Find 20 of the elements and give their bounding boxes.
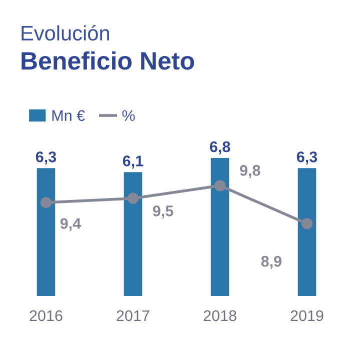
data-label: 6,1 — [122, 156, 144, 169]
data-label: 6,3 — [296, 151, 318, 165]
data-label: 9,4 — [60, 218, 82, 232]
data-label: 9,5 — [152, 206, 174, 219]
x-tick-label: 2017 — [116, 310, 150, 322]
x-tick-label: 2016 — [30, 310, 62, 322]
x-tick-label: 2018 — [204, 310, 236, 322]
data-label: 6,3 — [36, 151, 56, 165]
legend-label: Mn € — [52, 110, 85, 121]
legend-label: % — [122, 110, 135, 121]
chart-title: Evolución — [22, 25, 109, 41]
data-label: 6,8 — [210, 141, 230, 154]
point — [214, 180, 226, 192]
point — [40, 197, 52, 208]
point — [127, 192, 139, 204]
x-tick-label: 2019 — [290, 310, 324, 322]
chart-subtitle: Beneficio Neto — [22, 51, 194, 70]
point — [301, 218, 313, 230]
data-label: 8,9 — [261, 256, 282, 269]
data-label: 9,8 — [240, 165, 260, 178]
